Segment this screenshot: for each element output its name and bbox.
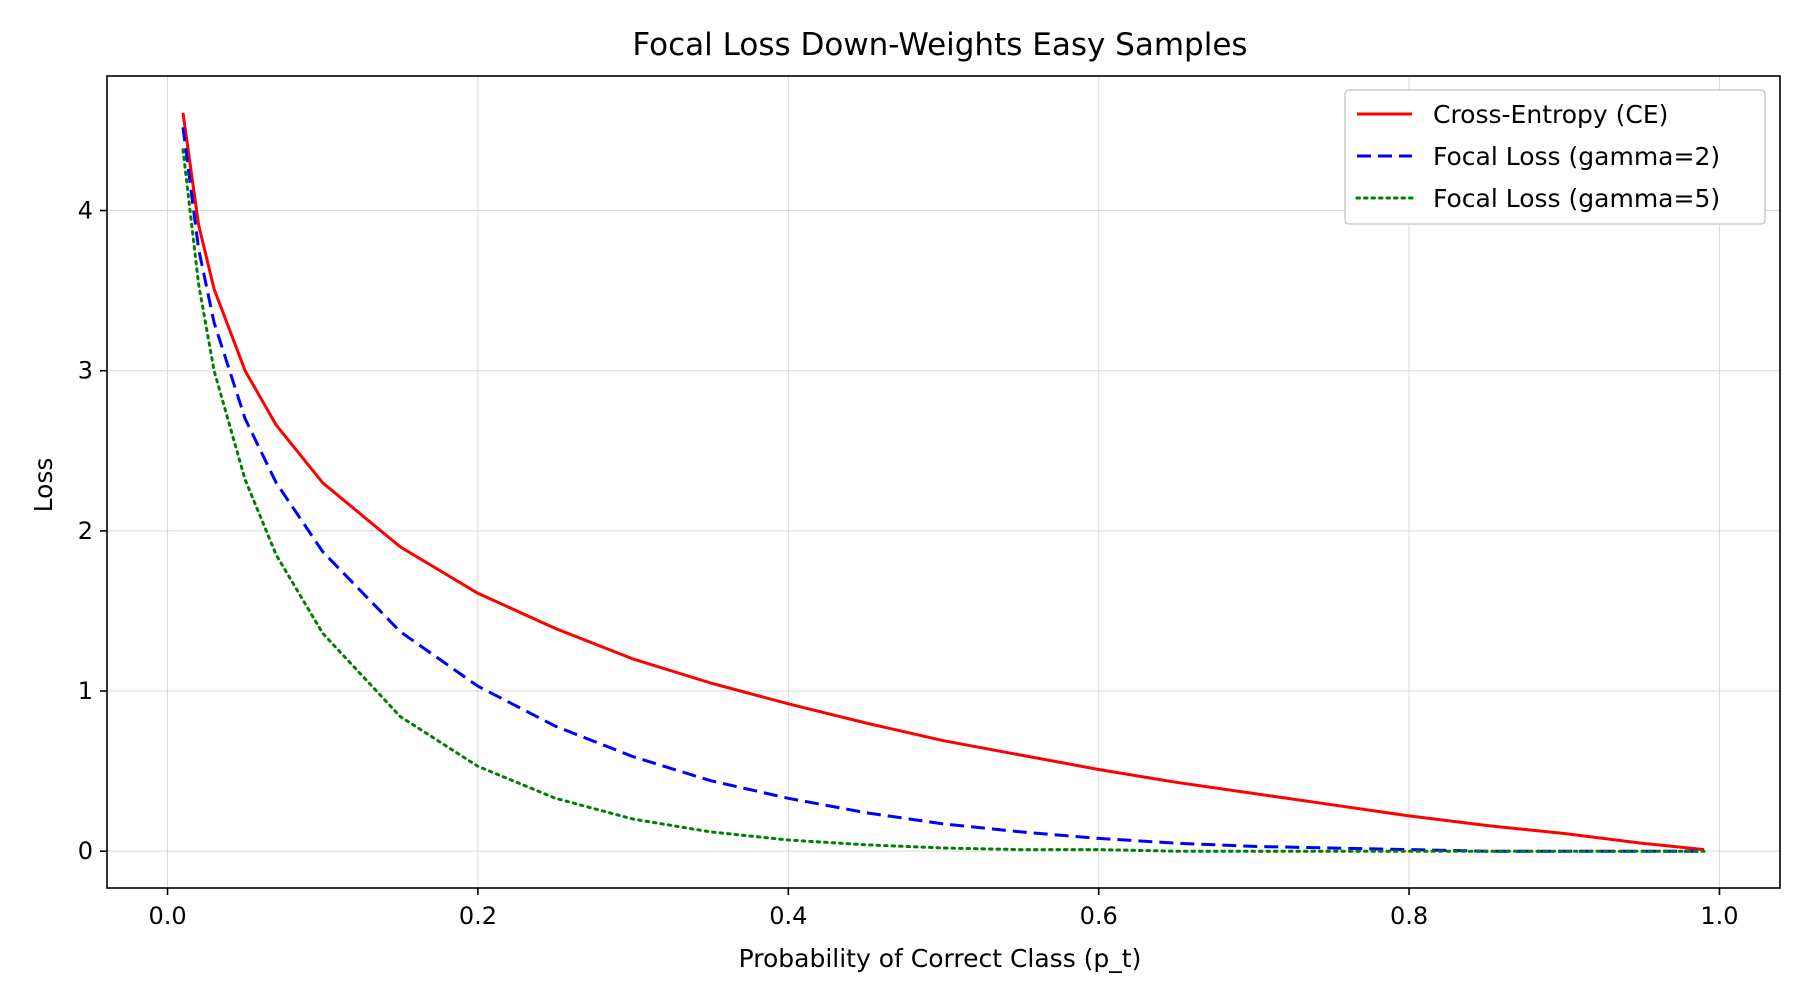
x-axis-ticks: 0.0 0.2 0.4 0.6 0.8 1.0 [148,888,1739,930]
legend-label: Focal Loss (gamma=2) [1433,142,1720,171]
series-line-1 [181,112,1705,852]
legend-label: Focal Loss (gamma=5) [1433,184,1720,213]
plot-frame [106,75,1781,889]
y-axis-label: Loss [29,458,58,513]
series-line-2 [181,127,1704,853]
x-tick-label: 1.0 [1700,902,1738,930]
chart-title: Focal Loss Down-Weights Easy Samples [632,27,1247,63]
x-tick-label: 0.6 [1080,902,1118,930]
y-tick-label: 1 [78,677,93,705]
legend-label: Cross-Entropy (CE) [1433,100,1668,129]
series-layer [181,112,1706,853]
x-tick-label: 0.4 [769,902,807,930]
x-axis-label: Probability of Correct Class (p_t) [739,944,1142,973]
y-tick-label: 4 [78,197,93,225]
x-tick-label: 0.0 [148,902,186,930]
x-tick-label: 0.2 [459,902,497,930]
y-tick-label: 3 [78,357,93,385]
y-tick-label: 0 [78,837,93,865]
legend: Cross-Entropy (CE) Focal Loss (gamma=2) Fo… [1344,89,1766,225]
series-line-3 [181,148,1706,853]
y-tick-label: 2 [78,517,93,545]
y-axis-ticks: 0 1 2 3 4 [78,197,107,865]
x-tick-label: 0.8 [1390,902,1428,930]
legend-box [1344,89,1766,225]
